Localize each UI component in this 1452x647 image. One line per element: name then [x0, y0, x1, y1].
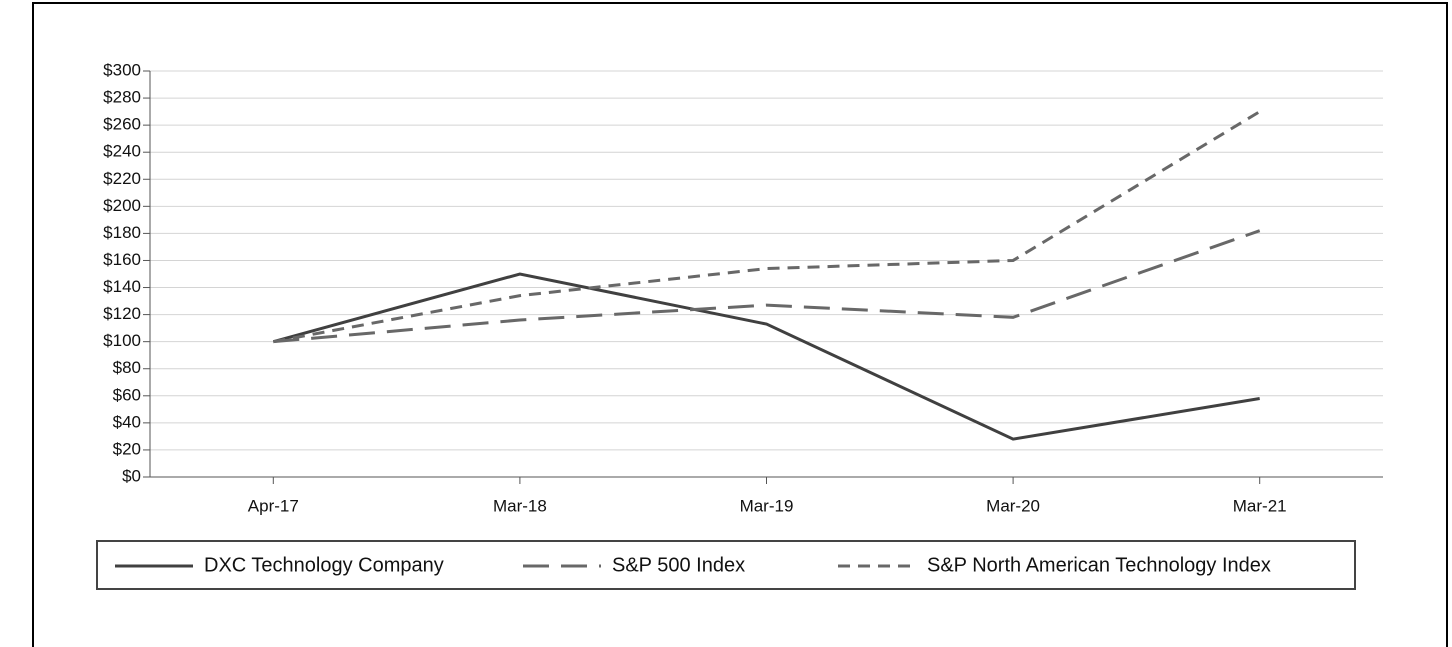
frame	[32, 2, 1448, 647]
y-tick-label: $80	[113, 358, 141, 377]
y-tick-label: $260	[103, 115, 141, 134]
legend-label: S&P North American Technology Index	[927, 554, 1271, 576]
legend-label: DXC Technology Company	[204, 554, 444, 576]
y-tick-label: $280	[103, 88, 141, 107]
legend-box	[96, 540, 1356, 590]
y-tick-label: $160	[103, 250, 141, 269]
y-tick-label: $120	[103, 304, 141, 323]
y-tick-label: $20	[113, 439, 141, 458]
y-tick-label: $140	[103, 277, 141, 296]
y-tick-label: $100	[103, 331, 141, 350]
y-tick-label: $220	[103, 169, 141, 188]
y-tick-label: $40	[113, 412, 141, 431]
series-line	[272, 272, 1260, 441]
series-line	[273, 110, 1261, 344]
x-tick-label: Mar-18	[493, 496, 547, 515]
x-tick-label: Mar-21	[1233, 496, 1287, 515]
x-tick-label: Mar-19	[740, 496, 794, 515]
y-tick-label: $0	[122, 466, 141, 485]
y-tick-label: $180	[103, 223, 141, 242]
legend-label: S&P 500 Index	[612, 554, 745, 576]
series-line	[273, 229, 1261, 344]
x-tick-label: Mar-20	[986, 496, 1040, 515]
y-tick-label: $240	[103, 142, 141, 161]
y-tick-label: $200	[103, 196, 141, 215]
y-tick-label: $60	[113, 385, 141, 404]
x-tick-label: Apr-17	[248, 496, 299, 515]
y-tick-label: $300	[103, 60, 141, 79]
